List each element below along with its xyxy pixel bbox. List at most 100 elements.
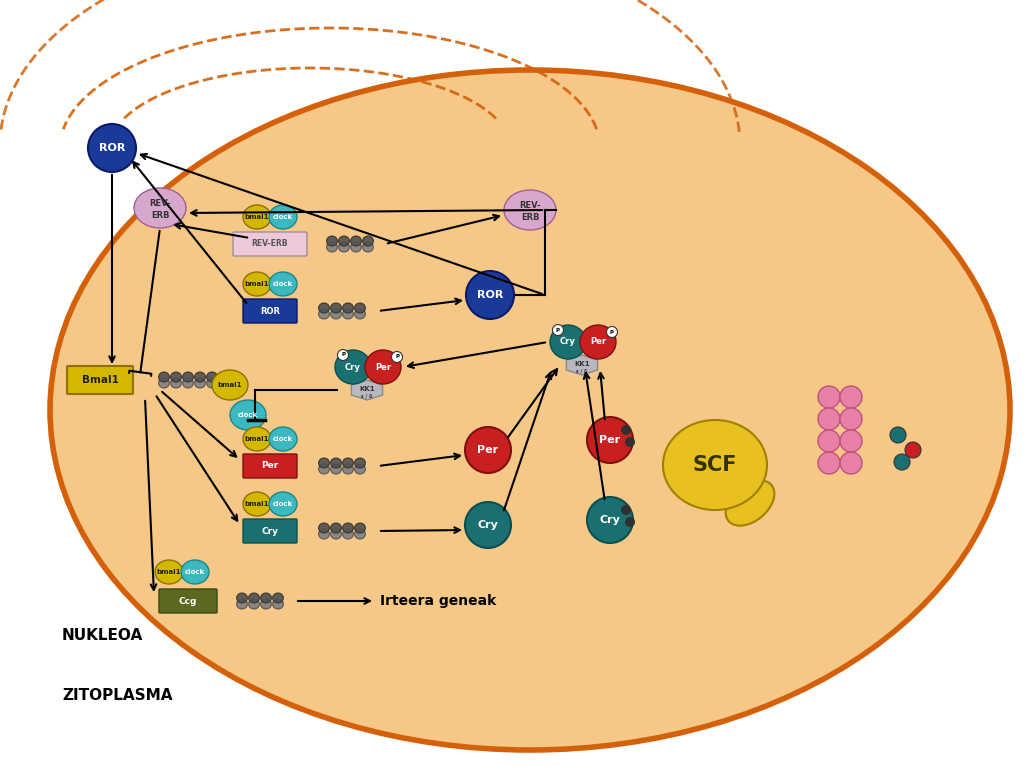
- Circle shape: [625, 437, 635, 447]
- Ellipse shape: [339, 236, 349, 246]
- Ellipse shape: [212, 370, 248, 400]
- Circle shape: [587, 497, 633, 543]
- Ellipse shape: [331, 529, 341, 539]
- Circle shape: [840, 452, 862, 474]
- Ellipse shape: [335, 350, 371, 384]
- Text: clock: clock: [272, 436, 293, 442]
- Text: Cry: Cry: [477, 520, 499, 530]
- Text: clock: clock: [272, 214, 293, 220]
- Circle shape: [818, 408, 840, 430]
- FancyBboxPatch shape: [243, 519, 297, 543]
- Ellipse shape: [269, 205, 297, 229]
- Text: ERB: ERB: [521, 212, 540, 221]
- Ellipse shape: [327, 242, 337, 252]
- Ellipse shape: [550, 325, 586, 359]
- Polygon shape: [566, 355, 598, 375]
- Ellipse shape: [343, 529, 353, 539]
- FancyBboxPatch shape: [243, 299, 297, 323]
- Text: Ccg: Ccg: [179, 597, 198, 605]
- Ellipse shape: [237, 593, 248, 603]
- Circle shape: [625, 517, 635, 527]
- Ellipse shape: [171, 372, 181, 382]
- Ellipse shape: [663, 420, 767, 510]
- Ellipse shape: [195, 372, 206, 382]
- Circle shape: [621, 425, 631, 435]
- Ellipse shape: [343, 309, 353, 319]
- Text: clock: clock: [185, 569, 205, 575]
- Ellipse shape: [343, 303, 353, 313]
- Text: ZITOPLASMA: ZITOPLASMA: [62, 688, 172, 702]
- Ellipse shape: [230, 400, 266, 430]
- Ellipse shape: [331, 458, 341, 468]
- Ellipse shape: [181, 560, 209, 584]
- Circle shape: [840, 386, 862, 408]
- Ellipse shape: [243, 272, 271, 296]
- Ellipse shape: [726, 480, 774, 525]
- Polygon shape: [351, 380, 383, 400]
- Text: Cry: Cry: [261, 526, 279, 535]
- Text: bmal1: bmal1: [245, 436, 269, 442]
- Text: SCF: SCF: [693, 455, 737, 475]
- Circle shape: [621, 505, 631, 515]
- Ellipse shape: [207, 372, 217, 382]
- Ellipse shape: [354, 458, 366, 468]
- Ellipse shape: [249, 593, 259, 603]
- Circle shape: [88, 124, 136, 172]
- Circle shape: [466, 271, 514, 319]
- Ellipse shape: [159, 372, 169, 382]
- Ellipse shape: [362, 236, 374, 246]
- Circle shape: [840, 408, 862, 430]
- Ellipse shape: [327, 236, 337, 246]
- Text: Cry: Cry: [600, 515, 621, 525]
- Text: NUKLEOA: NUKLEOA: [62, 628, 143, 643]
- Text: P: P: [341, 352, 345, 358]
- Ellipse shape: [269, 492, 297, 516]
- Ellipse shape: [354, 523, 366, 533]
- Text: bmal1: bmal1: [245, 501, 269, 507]
- Text: KK1: KK1: [359, 386, 375, 392]
- Ellipse shape: [207, 378, 217, 388]
- Text: Cry: Cry: [560, 338, 575, 346]
- Ellipse shape: [350, 236, 361, 246]
- Text: Per: Per: [477, 445, 499, 455]
- Circle shape: [587, 417, 633, 463]
- Ellipse shape: [182, 372, 194, 382]
- Text: ERB: ERB: [151, 211, 169, 220]
- Text: P: P: [556, 328, 560, 332]
- Text: Per: Per: [261, 461, 279, 470]
- Ellipse shape: [354, 464, 366, 474]
- Ellipse shape: [343, 464, 353, 474]
- Ellipse shape: [269, 272, 297, 296]
- Ellipse shape: [171, 378, 181, 388]
- Ellipse shape: [155, 560, 183, 584]
- Text: clock: clock: [272, 281, 293, 287]
- Text: ε / δ: ε / δ: [361, 394, 373, 398]
- Ellipse shape: [318, 309, 330, 319]
- Text: clock: clock: [272, 501, 293, 507]
- Ellipse shape: [260, 593, 271, 603]
- Ellipse shape: [343, 523, 353, 533]
- Ellipse shape: [269, 427, 297, 451]
- Ellipse shape: [159, 378, 169, 388]
- Ellipse shape: [362, 242, 374, 252]
- FancyBboxPatch shape: [233, 232, 307, 256]
- Circle shape: [818, 386, 840, 408]
- FancyBboxPatch shape: [243, 454, 297, 478]
- Circle shape: [890, 427, 906, 443]
- Circle shape: [391, 352, 402, 362]
- Ellipse shape: [350, 242, 361, 252]
- Text: bmal1: bmal1: [157, 569, 181, 575]
- Text: ROR: ROR: [98, 143, 125, 153]
- Ellipse shape: [339, 242, 349, 252]
- Circle shape: [465, 427, 511, 473]
- Text: clock: clock: [238, 412, 258, 418]
- FancyBboxPatch shape: [159, 589, 217, 613]
- Ellipse shape: [182, 378, 194, 388]
- Ellipse shape: [343, 458, 353, 468]
- Text: Per: Per: [590, 338, 606, 346]
- Ellipse shape: [331, 303, 341, 313]
- Text: Cry: Cry: [345, 362, 360, 372]
- Circle shape: [840, 430, 862, 452]
- Text: REV-: REV-: [519, 201, 541, 211]
- Text: Per: Per: [599, 435, 621, 445]
